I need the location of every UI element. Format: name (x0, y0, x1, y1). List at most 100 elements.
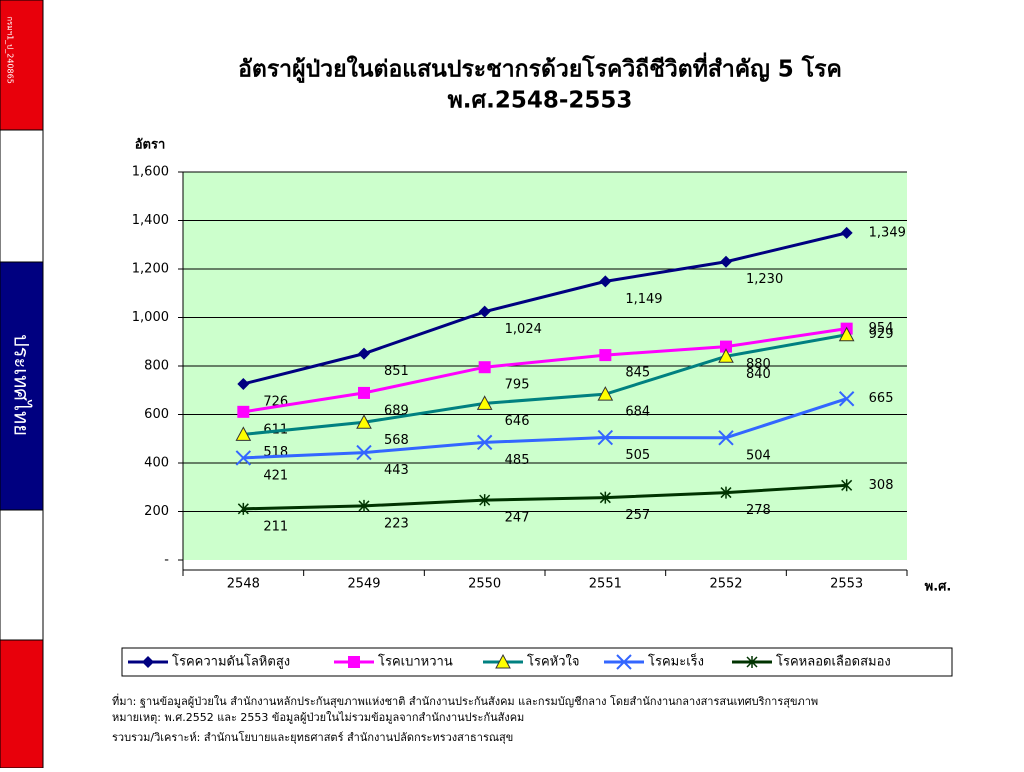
data-label: 505 (625, 448, 650, 463)
marker (348, 656, 360, 668)
marker (720, 255, 732, 268)
marker (235, 450, 252, 466)
y-tick-label: 800 (144, 359, 169, 374)
chart-title: พ.ศ.2548-2553 (448, 88, 633, 114)
x-tick-label: 2550 (468, 577, 501, 592)
data-label: 211 (263, 519, 288, 534)
marker (841, 479, 853, 492)
data-label: 689 (384, 403, 409, 418)
data-label: 851 (384, 364, 409, 379)
x-tick-label: 2549 (347, 577, 380, 592)
marker (237, 502, 249, 515)
marker (358, 347, 370, 360)
data-label: 1,349 (869, 225, 906, 240)
series-line (243, 333, 847, 436)
series-line (243, 397, 848, 460)
note: หมายเหตุ: พ.ศ.2552 และ 2553 ข้อมูลผู้ป่ว… (112, 711, 524, 724)
data-label: 421 (263, 468, 288, 483)
flag-white (0, 509, 44, 641)
series-line (243, 483, 847, 511)
marker (597, 429, 614, 446)
marker (599, 491, 611, 504)
y-tick-label: 1,000 (132, 310, 169, 325)
legend-label: โรคความดันโลหิตสูง (172, 654, 290, 670)
marker (616, 654, 632, 670)
marker (495, 653, 511, 669)
data-label: 684 (625, 405, 650, 420)
marker (237, 405, 250, 418)
marker (838, 326, 855, 342)
y-tick-label: - (164, 553, 169, 568)
marker (838, 391, 855, 407)
data-label: 880 (746, 357, 771, 372)
marker (358, 386, 370, 399)
data-label: 795 (505, 378, 530, 393)
data-label: 646 (505, 414, 530, 429)
y-tick-label: 1,600 (132, 165, 169, 180)
data-label: 504 (746, 448, 771, 463)
legend-label: โรคหลอดเลือดสมอง (776, 654, 891, 670)
note: รวบรวม/วิเคราะห์: สำนักนโยบายและยุทธศาสต… (112, 730, 513, 744)
data-label: 257 (625, 508, 650, 523)
marker (718, 348, 734, 363)
flag-red (0, 0, 44, 131)
marker (599, 349, 612, 362)
chart: - 200 400 600 800 1,000 1,200 1,400 1,600 2548 254… (128, 165, 908, 670)
data-label: 485 (505, 453, 530, 468)
y-tick-label: 1,400 (132, 213, 169, 228)
marker (720, 340, 732, 353)
data-label: 929 (869, 327, 894, 342)
marker (476, 395, 493, 410)
series-line (242, 231, 848, 386)
data-label: 840 (746, 367, 771, 382)
legend (121, 647, 953, 677)
data-label: 278 (746, 503, 771, 518)
y-axis-label: อัตรา (135, 138, 166, 153)
data-label: 443 (384, 463, 409, 478)
x-tick-label: 2548 (227, 577, 260, 592)
x-tick-label: 2553 (830, 577, 863, 592)
y-tick-label: 200 (144, 504, 169, 519)
data-label: 568 (384, 433, 409, 448)
marker (597, 386, 614, 401)
marker (718, 430, 734, 446)
country: ประเทศไทย (10, 334, 34, 436)
y-tick-label: 600 (144, 407, 169, 422)
y-tick-label: 1,200 (132, 262, 169, 277)
x-tick-label: 2551 (589, 577, 622, 592)
legend-label: โรคหัวใจ (527, 654, 580, 670)
marker (356, 414, 372, 429)
data-label: 954 (869, 321, 894, 336)
data-label: 247 (505, 511, 530, 526)
marker (746, 656, 758, 668)
data-label: 665 (869, 391, 894, 406)
flag-red (0, 639, 44, 769)
marker (358, 499, 370, 512)
legend-label: โรคมะเร็ง (648, 652, 704, 670)
data-label: 223 (384, 516, 409, 531)
marker (840, 226, 853, 239)
y-tick-label: 400 (144, 456, 169, 471)
marker (478, 305, 491, 318)
code: กรมฯ1_ป_240865 (6, 16, 15, 84)
flag-white (0, 129, 44, 263)
x-axis-label: พ.ศ. (925, 580, 952, 595)
data-label: 1,149 (625, 292, 662, 307)
marker (720, 486, 732, 499)
data-label: 1,024 (505, 322, 542, 337)
legend-label: โรคเบาหวาน (378, 654, 453, 670)
data-label: 1,230 (746, 272, 783, 287)
note: ที่มา: ฐานข้อมูลผู้ป่วยใน สำนักงานหลักปร… (112, 693, 818, 708)
marker (356, 444, 372, 461)
marker (142, 656, 154, 668)
data-label: 308 (869, 478, 894, 493)
marker (235, 426, 252, 441)
chart-title: อัตราผู้ป่วยในต่อแสนประชากรด้วยโรควิถีชี… (238, 52, 842, 84)
marker (478, 361, 491, 374)
marker (237, 377, 250, 390)
marker (476, 434, 493, 451)
flag-blue (0, 261, 44, 511)
data-label: 845 (625, 366, 650, 381)
series-line (243, 327, 847, 414)
